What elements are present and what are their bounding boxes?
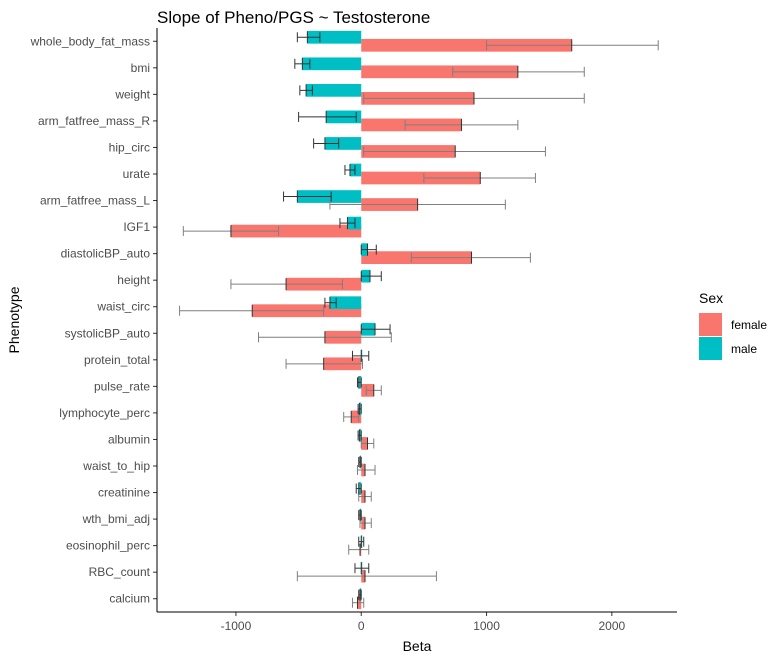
- y-axis-title: Phenotype: [6, 286, 22, 353]
- y-tick-label-albumin: albumin: [108, 432, 150, 446]
- y-tick-label-urate: urate: [123, 167, 151, 181]
- y-tick-label-RBC_count: RBC_count: [89, 565, 151, 579]
- y-tick-label-waist_circ: waist_circ: [96, 300, 150, 314]
- y-tick-label-waist_to_hip: waist_to_hip: [82, 459, 150, 473]
- x-tick-label-1000: 1000: [473, 619, 500, 633]
- y-tick-label-arm_fatfree_mass_L: arm_fatfree_mass_L: [40, 194, 150, 208]
- y-tick-label-protein_total: protein_total: [84, 353, 150, 367]
- legend: Sex female male: [699, 290, 767, 360]
- x-axis-ticks: -1000 0 1000 2000: [221, 612, 626, 633]
- y-tick-label-height: height: [117, 273, 150, 287]
- y-tick-label-bmi: bmi: [131, 61, 150, 75]
- bar-female-whole_body_fat_mass: [361, 38, 572, 52]
- chart-title: Slope of Pheno/PGS ~ Testosterone: [157, 8, 430, 27]
- y-tick-label-eosinophil_perc: eosinophil_perc: [66, 539, 150, 553]
- bar-male-bmi: [302, 57, 362, 71]
- y-tick-label-IGF1: IGF1: [123, 220, 150, 234]
- y-tick-label-calcium: calcium: [109, 592, 150, 606]
- y-tick-label-creatinine: creatinine: [98, 486, 150, 500]
- y-tick-label-arm_fatfree_mass_R: arm_fatfree_mass_R: [38, 114, 150, 128]
- y-tick-label-hip_circ: hip_circ: [109, 140, 150, 154]
- y-tick-label-lymphocyte_perc: lymphocyte_perc: [59, 406, 150, 420]
- bar-female-bmi: [361, 65, 518, 79]
- legend-swatch-male: [699, 337, 722, 360]
- legend-label-female: female: [731, 318, 767, 332]
- x-tick-label-0: 0: [358, 619, 365, 633]
- y-tick-label-whole_body_fat_mass: whole_body_fat_mass: [30, 34, 150, 48]
- legend-title: Sex: [699, 290, 723, 306]
- bars-layer: [230, 30, 572, 610]
- x-tick-label--1000: -1000: [221, 619, 252, 633]
- y-tick-label-wth_bmi_adj: wth_bmi_adj: [82, 512, 150, 526]
- y-tick-label-pulse_rate: pulse_rate: [94, 379, 150, 393]
- bar-male-urate: [349, 163, 362, 177]
- errorbars-layer: [179, 31, 659, 609]
- bar-male-weight: [306, 83, 362, 97]
- x-axis-title: Beta: [403, 638, 432, 654]
- bar-male-whole_body_fat_mass: [307, 30, 362, 44]
- bar-male-hip_circ: [324, 137, 362, 150]
- y-tick-label-diastolicBP_auto: diastolicBP_auto: [61, 247, 151, 261]
- bar-male-waist_circ: [329, 296, 362, 310]
- legend-label-male: male: [731, 342, 757, 356]
- x-tick-label-2000: 2000: [598, 619, 625, 633]
- y-tick-label-systolicBP_auto: systolicBP_auto: [65, 326, 151, 340]
- bar-female-IGF1: [230, 224, 362, 238]
- legend-swatch-female: [699, 313, 722, 336]
- bar-female-urate: [361, 171, 481, 185]
- y-tick-label-weight: weight: [114, 87, 150, 101]
